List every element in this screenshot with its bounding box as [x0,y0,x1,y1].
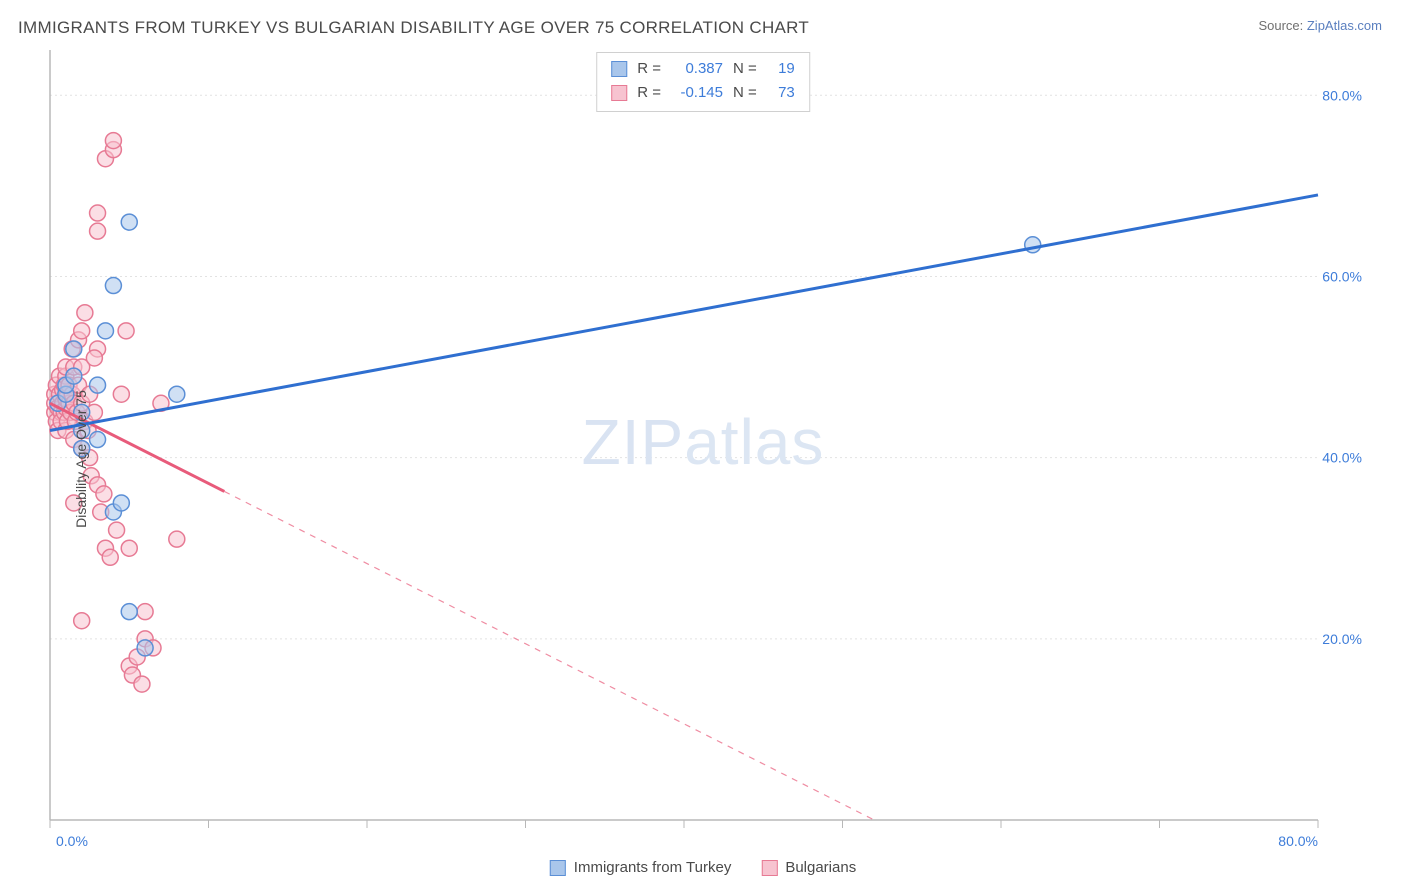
source-label: Source: ZipAtlas.com [1258,18,1382,33]
stats-row-bulgarians: R = -0.145 N = 73 [611,81,795,105]
svg-text:0.0%: 0.0% [56,833,88,849]
svg-text:20.0%: 20.0% [1322,631,1362,647]
stats-legend: R = 0.387 N = 19 R = -0.145 N = 73 [596,52,810,112]
scatter-plot: 20.0% 40.0% 60.0% 80.0% 0.0% 80.0% [18,44,1388,874]
source-link[interactable]: ZipAtlas.com [1307,18,1382,33]
svg-text:80.0%: 80.0% [1322,87,1362,103]
svg-text:60.0%: 60.0% [1322,268,1362,284]
swatch-bulgarians [611,85,627,101]
stats-row-turkey: R = 0.387 N = 19 [611,57,795,81]
chart-title: IMMIGRANTS FROM TURKEY VS BULGARIAN DISA… [18,18,809,38]
svg-text:40.0%: 40.0% [1322,450,1362,466]
y-axis-label: Disability Age Over 75 [73,390,89,528]
swatch-turkey-icon [550,860,566,876]
legend-item-bulgarians: Bulgarians [761,859,856,876]
bottom-legend: Immigrants from Turkey Bulgarians [550,859,856,876]
svg-text:80.0%: 80.0% [1278,833,1318,849]
legend-item-turkey: Immigrants from Turkey [550,859,732,876]
chart-container: Disability Age Over 75 ZIPatlas 20.0%40.… [18,44,1388,874]
swatch-turkey [611,61,627,77]
swatch-bulgarians-icon [761,860,777,876]
